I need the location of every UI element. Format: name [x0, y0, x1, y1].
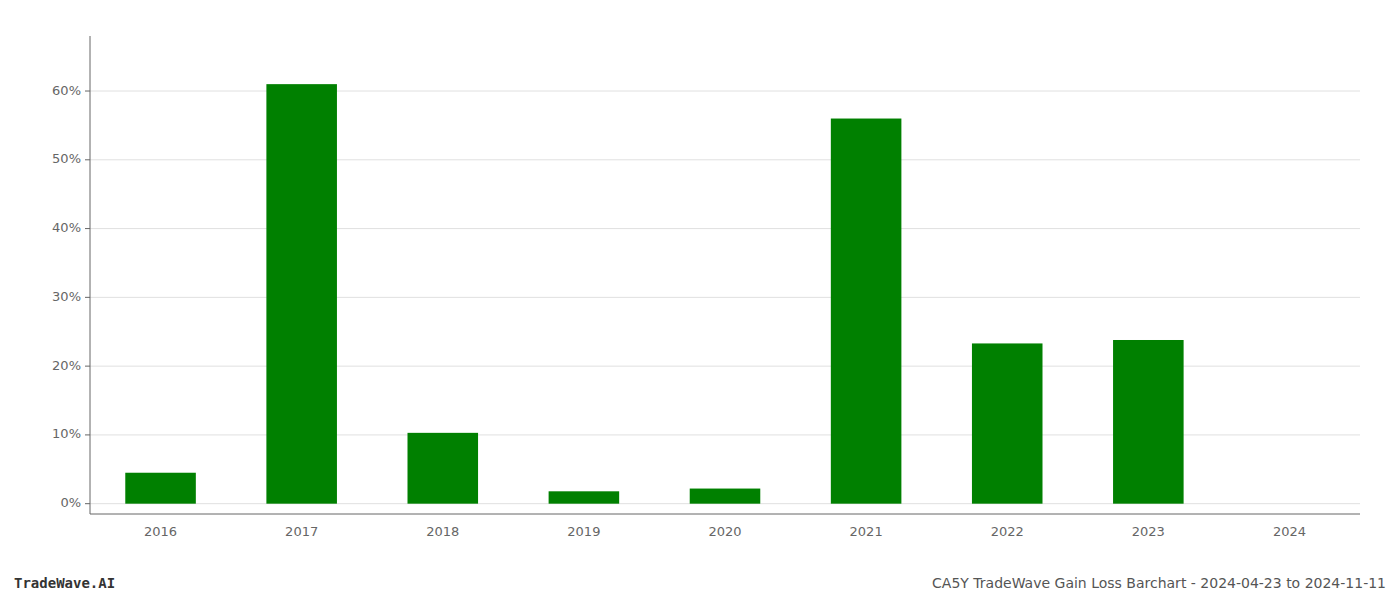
chart-container: 0% 10% 20% 30% 40% 50% 60% 2016 2017 2018 2019 2020…	[0, 0, 1400, 600]
y-tick-label: 30%	[52, 289, 81, 304]
y-tick-label: 60%	[52, 83, 81, 98]
y-tick-label: 0%	[60, 495, 81, 510]
x-tick-label: 2023	[1132, 524, 1165, 539]
y-tick	[85, 434, 90, 435]
footer-left: TradeWave.AI	[14, 575, 115, 591]
bar	[1113, 340, 1184, 504]
x-tick-label: 2022	[991, 524, 1024, 539]
y-tick	[85, 159, 90, 160]
y-tick	[85, 91, 90, 92]
y-tick	[85, 297, 90, 298]
y-tick-label: 40%	[52, 220, 81, 235]
x-axis: 2016 2017 2018 2019 2020 2021 2022 2023 2024	[144, 524, 1306, 539]
x-tick-label: 2019	[567, 524, 600, 539]
y-tick	[85, 503, 90, 504]
x-tick-label: 2016	[144, 524, 177, 539]
x-tick-label: 2017	[285, 524, 318, 539]
bar	[1254, 503, 1325, 504]
y-axis-line	[90, 36, 91, 514]
x-tick-label: 2021	[850, 524, 883, 539]
x-tick-label: 2020	[708, 524, 741, 539]
y-tick-label: 50%	[52, 151, 81, 166]
bar	[266, 84, 337, 504]
y-axis: 0% 10% 20% 30% 40% 50% 60%	[52, 83, 90, 511]
bar	[549, 491, 620, 503]
y-tick-label: 10%	[52, 426, 81, 441]
bars	[125, 84, 1183, 504]
y-tick	[85, 228, 90, 229]
bar	[690, 489, 761, 504]
bar	[125, 473, 196, 504]
bar	[972, 343, 1043, 503]
bar	[408, 433, 479, 504]
footer-right: CA5Y TradeWave Gain Loss Barchart - 2024…	[932, 575, 1386, 591]
x-tick-label: 2024	[1273, 524, 1306, 539]
chart: 0% 10% 20% 30% 40% 50% 60% 2016 2017 2018 2019 2020…	[0, 0, 1400, 600]
y-tick-label: 20%	[52, 358, 81, 373]
x-tick-label: 2018	[426, 524, 459, 539]
bar	[831, 119, 902, 504]
y-tick	[85, 366, 90, 367]
x-axis-line	[90, 514, 1360, 515]
